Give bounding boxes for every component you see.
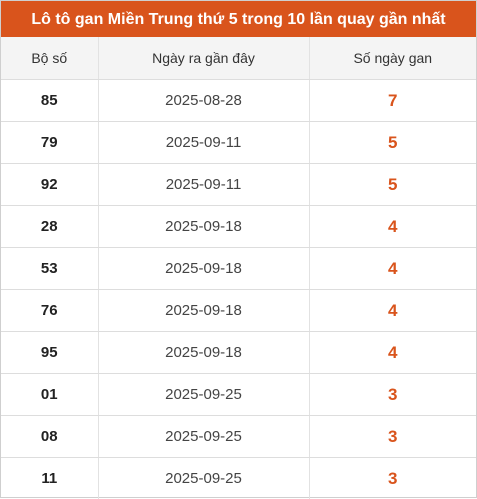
cell-gan-days: 3	[309, 416, 476, 458]
cell-last-date: 2025-09-25	[98, 374, 309, 416]
lo-gan-table: Bộ số Ngày ra gần đây Số ngày gan 85 202…	[1, 37, 476, 499]
cell-last-date: 2025-09-25	[98, 416, 309, 458]
cell-last-date: 2025-09-18	[98, 290, 309, 332]
cell-gan-days: 4	[309, 206, 476, 248]
cell-gan-days: 5	[309, 164, 476, 206]
table-body: 85 2025-08-28 7 79 2025-09-11 5 92 2025-…	[1, 80, 476, 499]
header-last-date: Ngày ra gần đây	[98, 37, 309, 80]
header-gan-days: Số ngày gan	[309, 37, 476, 80]
cell-last-date: 2025-09-11	[98, 122, 309, 164]
cell-last-date: 2025-09-18	[98, 332, 309, 374]
cell-number: 11	[1, 458, 98, 499]
cell-number: 08	[1, 416, 98, 458]
table-row: 53 2025-09-18 4	[1, 248, 476, 290]
table-row: 79 2025-09-11 5	[1, 122, 476, 164]
cell-last-date: 2025-09-18	[98, 248, 309, 290]
table-row: 01 2025-09-25 3	[1, 374, 476, 416]
cell-number: 92	[1, 164, 98, 206]
cell-number: 53	[1, 248, 98, 290]
table-row: 08 2025-09-25 3	[1, 416, 476, 458]
table-row: 95 2025-09-18 4	[1, 332, 476, 374]
cell-gan-days: 4	[309, 290, 476, 332]
cell-number: 95	[1, 332, 98, 374]
table-row: 28 2025-09-18 4	[1, 206, 476, 248]
cell-last-date: 2025-09-11	[98, 164, 309, 206]
header-row: Bộ số Ngày ra gần đây Số ngày gan	[1, 37, 476, 80]
table-row: 85 2025-08-28 7	[1, 80, 476, 122]
table-row: 76 2025-09-18 4	[1, 290, 476, 332]
cell-gan-days: 3	[309, 374, 476, 416]
cell-number: 01	[1, 374, 98, 416]
cell-gan-days: 4	[309, 248, 476, 290]
cell-gan-days: 4	[309, 332, 476, 374]
cell-gan-days: 5	[309, 122, 476, 164]
table-row: 11 2025-09-25 3	[1, 458, 476, 499]
table-row: 92 2025-09-11 5	[1, 164, 476, 206]
cell-last-date: 2025-09-25	[98, 458, 309, 499]
cell-last-date: 2025-08-28	[98, 80, 309, 122]
cell-number: 85	[1, 80, 98, 122]
cell-number: 28	[1, 206, 98, 248]
table-title: Lô tô gan Miền Trung thứ 5 trong 10 lần …	[1, 1, 476, 37]
cell-gan-days: 3	[309, 458, 476, 499]
table-header: Bộ số Ngày ra gần đây Số ngày gan	[1, 37, 476, 80]
cell-number: 76	[1, 290, 98, 332]
header-number: Bộ số	[1, 37, 98, 80]
cell-gan-days: 7	[309, 80, 476, 122]
cell-number: 79	[1, 122, 98, 164]
cell-last-date: 2025-09-18	[98, 206, 309, 248]
